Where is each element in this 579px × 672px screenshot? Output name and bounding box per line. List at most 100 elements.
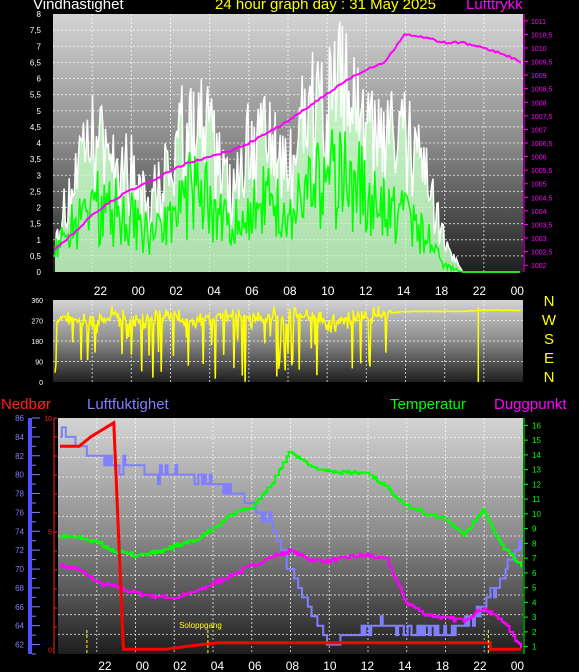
- pressure-y-tick-label: 1010,5: [531, 32, 553, 39]
- x-tick-label: 08: [286, 659, 300, 672]
- humidity-y-tick-label: 74: [15, 527, 24, 536]
- temperature-line: [60, 450, 522, 567]
- wind-y-tick-label: 7,5: [30, 26, 42, 35]
- x-tick-label: 22: [98, 659, 112, 672]
- pressure-y-tick-label: 1004,5: [531, 195, 553, 202]
- temperature-title: Temperatur: [390, 396, 466, 413]
- wind-y-tick-label: 0: [37, 268, 42, 277]
- wind-y-tick-label: 2,5: [30, 187, 42, 196]
- pressure-y-tick-label: 1003,5: [531, 222, 553, 229]
- wind-average-line: [54, 129, 520, 273]
- wind-y-tick-label: 8: [37, 10, 42, 19]
- x-tick-label: 18: [435, 284, 449, 298]
- humidity-y-tick-label: 70: [15, 565, 24, 574]
- x-tick-label: 12: [359, 284, 373, 298]
- wind-y-tick-label: 5,5: [30, 91, 42, 100]
- wind-y-tick-label: 4,5: [30, 123, 42, 132]
- x-tick-label: 06: [245, 284, 259, 298]
- temperature-y-tick-label: 16: [532, 421, 541, 430]
- temperature-y-tick-label: 1: [532, 643, 537, 652]
- humidity-y-tick-label: 66: [15, 603, 24, 612]
- pressure-y-tick-label: 1010: [531, 46, 547, 53]
- pressure-y-tick-label: 1006: [531, 155, 547, 162]
- humidity-y-tick-label: 72: [15, 546, 24, 555]
- rain-y-tick-label: 0: [48, 647, 52, 654]
- x-tick-label: 18: [436, 659, 450, 672]
- temperature-y-tick-label: 6: [532, 569, 537, 578]
- pressure-y-tick-label: 1008: [531, 100, 547, 107]
- x-tick-label: 00: [511, 659, 525, 672]
- wind-y-tick-label: 7: [37, 42, 42, 51]
- pressure-y-tick-label: 1007,5: [531, 114, 553, 121]
- temperature-y-tick-label: 5: [532, 584, 537, 593]
- humidity-title: Luftfuktighet: [87, 396, 169, 413]
- pressure-title: Lufttrykk: [466, 0, 523, 13]
- x-tick-label: 08: [283, 284, 297, 298]
- temperature-y-tick-label: 10: [532, 510, 541, 519]
- humidity-axis-bar: [28, 418, 32, 654]
- rain-y-tick-label: 10: [44, 416, 52, 423]
- direction-y-tick-label: 360: [31, 298, 43, 305]
- wind-y-tick-label: 3: [37, 171, 42, 180]
- humidity-y-tick-label: 84: [15, 433, 24, 442]
- chart-date-title: 24 hour graph day : 31 May 2025: [215, 0, 436, 13]
- x-tick-label: 04: [207, 284, 221, 298]
- x-tick-label: 00: [511, 284, 525, 298]
- wind-y-tick-label: 3,5: [30, 155, 42, 164]
- pressure-y-tick-label: 1011: [531, 19, 546, 26]
- pressure-y-tick-label: 1005,5: [531, 168, 553, 175]
- pressure-y-tick-label: 1006,5: [531, 141, 553, 148]
- x-tick-label: 14: [398, 659, 412, 672]
- pressure-y-tick-label: 1007: [531, 127, 547, 134]
- pressure-y-tick-label: 1002,5: [531, 250, 553, 257]
- temperature-y-tick-label: 3: [532, 613, 537, 622]
- temperature-y-tick-label: 7: [532, 554, 537, 563]
- direction-y-tick-label: 180: [31, 339, 43, 346]
- x-tick-label: 00: [136, 659, 150, 672]
- humidity-y-tick-label: 82: [15, 452, 24, 461]
- compass-label: W: [542, 312, 557, 329]
- direction-y-tick-label: 0: [39, 380, 43, 387]
- wind-y-tick-label: 6: [37, 75, 42, 84]
- rain-line: [60, 420, 521, 651]
- humidity-line: [60, 426, 522, 646]
- rain-y-tick-label: 5: [48, 529, 52, 536]
- compass-label: E: [544, 350, 554, 367]
- pressure-y-tick-label: 1009,5: [531, 60, 553, 67]
- direction-y-tick-label: 270: [31, 319, 43, 326]
- temperature-y-tick-label: 15: [532, 436, 541, 445]
- humidity-y-tick-label: 64: [15, 622, 24, 631]
- wind-direction-line: [54, 305, 522, 382]
- humidity-y-tick-label: 68: [15, 584, 24, 593]
- pressure-y-tick-label: 1008,5: [531, 87, 553, 94]
- pressure-y-tick-label: 1002: [531, 263, 547, 270]
- direction-y-tick-label: 90: [35, 360, 43, 367]
- temperature-y-tick-label: 13: [532, 466, 541, 475]
- x-tick-label: 22: [473, 284, 487, 298]
- pressure-y-tick-label: 1004: [531, 209, 547, 216]
- wind-y-tick-label: 5: [37, 107, 42, 116]
- wind-y-tick-label: 4: [37, 139, 42, 148]
- x-tick-label: 02: [170, 284, 184, 298]
- humidity-y-tick-label: 62: [15, 641, 24, 650]
- wind-y-tick-label: 2: [37, 204, 42, 213]
- temperature-y-tick-label: 2: [532, 628, 537, 637]
- pressure-line: [54, 33, 522, 251]
- wind-gust-area: [55, 21, 521, 272]
- humidity-y-tick-label: 76: [15, 508, 24, 517]
- compass-label: N: [544, 369, 555, 386]
- wind-y-tick-label: 1,5: [30, 220, 42, 229]
- rain-title: Nedbør: [1, 396, 52, 413]
- x-tick-label: 22: [473, 659, 487, 672]
- temperature-y-tick-label: 12: [532, 480, 541, 489]
- x-tick-label: 10: [321, 284, 335, 298]
- temperature-y-tick-label: 9: [532, 525, 537, 534]
- compass-label: N: [544, 293, 555, 310]
- wind-y-tick-label: 0,5: [30, 252, 42, 261]
- x-tick-label: 10: [323, 659, 337, 672]
- temperature-y-tick-label: 11: [532, 495, 541, 504]
- wind-y-tick-label: 1: [37, 236, 42, 245]
- x-tick-label: 06: [248, 659, 262, 672]
- temperature-y-tick-label: 8: [532, 539, 537, 548]
- x-tick-label: 14: [397, 284, 411, 298]
